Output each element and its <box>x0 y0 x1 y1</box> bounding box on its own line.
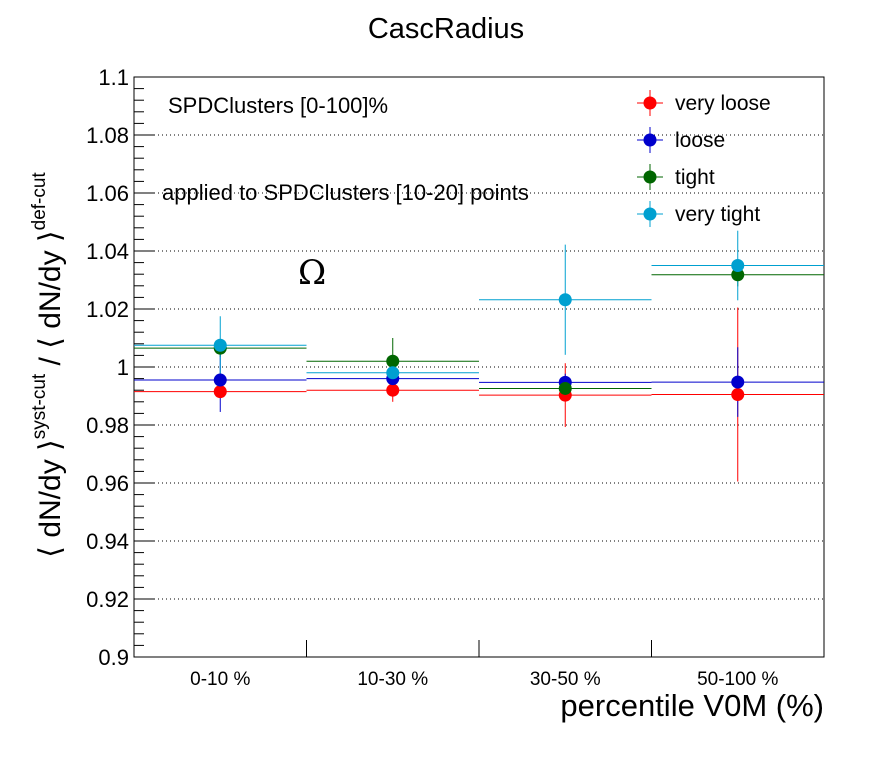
legend-label: very loose <box>675 92 771 115</box>
y-tick-label: 0.98 <box>86 413 129 438</box>
y-tick-label: 1 <box>117 355 129 380</box>
y-label-numerator: ⟨ dN/dy ⟩ <box>34 439 67 557</box>
y-tick-label: 1.02 <box>86 297 129 322</box>
y-tick-label: 0.96 <box>86 471 129 496</box>
series-layer <box>134 230 824 482</box>
data-point <box>386 383 400 397</box>
data-point <box>731 375 745 389</box>
y-label-denominator-sup: def-cut <box>29 172 50 231</box>
data-point <box>213 385 227 399</box>
chart-title: CascRadius <box>368 13 524 45</box>
x-axis: 0-10 % 10-30 % 30-50 % 50-100 % <box>190 640 779 690</box>
y-axis-title: ⟨ dN/dy ⟩syst-cut / ⟨ dN/dy ⟩def-cut <box>29 172 67 558</box>
y-tick-label: 1.06 <box>86 181 129 206</box>
y-label-denominator: / ⟨ dN/dy ⟩ <box>34 230 67 373</box>
y-label-numerator-sup: syst-cut <box>29 373 50 439</box>
data-point <box>731 388 745 402</box>
legend: very loose loose tight very tight <box>637 90 771 227</box>
y-tick-label: 1.04 <box>86 239 129 264</box>
x-axis-title: percentile V0M (%) <box>560 688 824 723</box>
data-point <box>386 354 400 368</box>
y-tick-label: 1.08 <box>86 123 129 148</box>
legend-label: very tight <box>675 203 760 226</box>
data-point <box>558 293 572 307</box>
y-axis: 0.9 0.92 0.94 0.96 0.98 1 1.02 1.04 1.06 1.08 1.1 <box>86 65 154 670</box>
legend-marker <box>643 207 657 221</box>
data-point <box>386 366 400 380</box>
data-point <box>558 381 572 395</box>
data-point <box>213 338 227 352</box>
data-point <box>731 268 745 282</box>
x-tick-label: 0-10 % <box>190 669 250 690</box>
y-tick-label: 0.92 <box>86 587 129 612</box>
legend-marker <box>643 133 657 147</box>
legend-label: tight <box>675 166 715 189</box>
legend-marker <box>643 96 657 110</box>
data-point <box>213 373 227 387</box>
particle-annotation: Ω <box>298 253 326 293</box>
legend-marker <box>643 170 657 184</box>
grid-lines <box>134 134 824 600</box>
y-tick-label: 0.94 <box>86 529 129 554</box>
data-point <box>731 259 745 272</box>
applied-annotation: applied to SPDClusters [10-20] points <box>162 180 529 205</box>
y-tick-label: 1.1 <box>98 65 129 90</box>
x-tick-label: 30-50 % <box>530 669 601 690</box>
dataset-annotation: SPDClusters [0-100]% <box>168 93 388 118</box>
y-tick-label: 0.9 <box>98 645 129 670</box>
x-tick-label: 10-30 % <box>357 669 428 690</box>
legend-label: loose <box>675 129 725 152</box>
x-tick-label: 50-100 % <box>697 669 778 690</box>
